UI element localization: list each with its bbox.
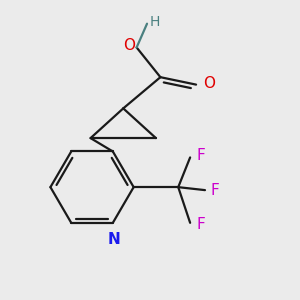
Text: F: F <box>196 217 205 232</box>
Text: F: F <box>196 148 205 164</box>
Text: H: H <box>150 15 160 29</box>
Text: O: O <box>203 76 215 91</box>
Text: N: N <box>108 232 121 247</box>
Text: O: O <box>123 38 135 53</box>
Text: F: F <box>211 183 220 198</box>
